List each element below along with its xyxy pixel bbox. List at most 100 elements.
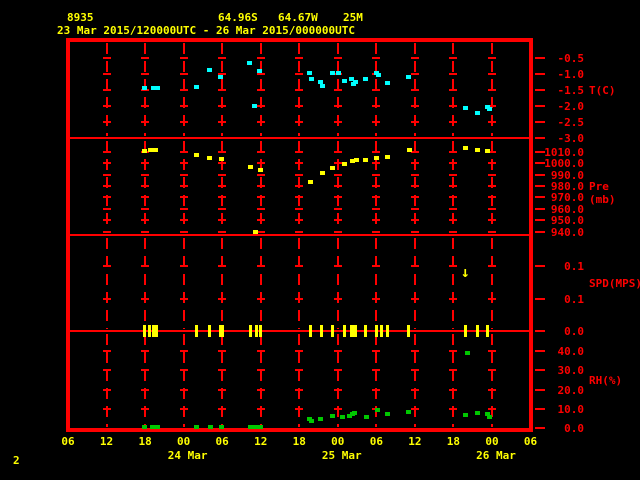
pressure-point: [363, 158, 369, 163]
pressure-point: [462, 146, 468, 151]
grid-tick: [333, 105, 342, 107]
grid-tick: [179, 407, 188, 410]
grid-tick: [218, 196, 227, 199]
temp-point: [353, 79, 359, 84]
temp-point: [336, 71, 342, 76]
grid-tick: [410, 162, 419, 165]
grid-tick: [372, 57, 381, 59]
grid-tick: [449, 369, 458, 372]
y-axis-tick-label: 0.0: [564, 422, 584, 436]
temp-point: [350, 81, 356, 86]
pressure-point: [485, 148, 491, 153]
grid-column: [490, 238, 493, 329]
speed-zero-tick: [147, 325, 151, 337]
grid-tick: [449, 196, 458, 199]
station-id: 8935: [67, 11, 94, 24]
pressure-point: [247, 164, 253, 169]
pressure-point: [258, 168, 264, 173]
grid-tick: [256, 388, 265, 391]
grid-tick: [256, 349, 265, 352]
grid-tick: [449, 121, 458, 123]
pressure-point: [341, 162, 347, 167]
axis-tick: [535, 230, 545, 233]
grid-tick: [295, 369, 304, 372]
y-axis-tick-label: 20.0: [557, 383, 585, 397]
grid-column: [452, 141, 455, 233]
grid-column: [452, 334, 455, 427]
grid-tick: [102, 207, 111, 210]
grid-tick: [487, 369, 496, 372]
grid-column: [336, 334, 339, 427]
grid-tick: [256, 369, 265, 372]
axis-tick: [535, 57, 545, 59]
grid-tick: [179, 219, 188, 222]
grid-tick: [333, 185, 342, 187]
longitude-label: 64.67W: [278, 11, 318, 24]
grid-tick: [256, 105, 265, 107]
y-axis-tick-label: 0.1: [564, 292, 584, 306]
grid-column: [221, 141, 224, 233]
humidity-point: [349, 411, 355, 416]
grid-tick: [256, 57, 265, 59]
temp-point: [306, 71, 312, 76]
grid-column: [221, 334, 224, 427]
axis-tick: [535, 219, 545, 222]
grid-tick: [102, 219, 111, 222]
humidity-point: [346, 414, 352, 419]
grid-tick: [218, 121, 227, 123]
grid-tick: [333, 219, 342, 222]
grid-tick: [218, 105, 227, 107]
x-axis-hour-label: 06: [61, 435, 75, 448]
axis-tick: [535, 173, 545, 176]
humidity-point: [364, 414, 370, 419]
grid-column: [375, 334, 378, 427]
grid-tick: [449, 349, 458, 352]
grid-tick: [449, 219, 458, 222]
grid-tick: [410, 185, 419, 187]
grid-tick: [256, 407, 265, 410]
grid-tick: [102, 388, 111, 391]
grid-column: [221, 238, 224, 329]
temp-point: [349, 77, 355, 82]
temp-point: [405, 74, 411, 79]
grid-tick: [179, 57, 188, 59]
grid-tick: [141, 219, 150, 222]
grid-tick: [256, 196, 265, 199]
speed-zero-line: [70, 330, 529, 332]
axis-tick: [535, 349, 545, 352]
grid-tick: [218, 219, 227, 222]
grid-tick: [372, 349, 381, 352]
axis-tick: [535, 73, 545, 75]
grid-tick: [102, 230, 111, 233]
grid-tick: [102, 105, 111, 107]
grid-tick: [487, 265, 496, 267]
grid-tick: [487, 57, 496, 59]
grid-tick: [410, 297, 419, 300]
grid-tick: [449, 150, 458, 153]
grid-tick: [102, 196, 111, 199]
axis-tick: [535, 89, 545, 91]
axis-tick: [535, 121, 545, 123]
y-axis-tick-label: 0.1: [564, 260, 584, 273]
grid-column: [182, 334, 185, 427]
grid-tick: [333, 388, 342, 391]
grid-tick: [218, 265, 227, 267]
down-arrow-marker: ↓: [460, 263, 470, 281]
grid-tick: [333, 265, 342, 267]
humidity-point: [150, 425, 156, 430]
speed-zero-tick: [155, 325, 158, 337]
pressure-point: [147, 147, 153, 152]
pressure-point: [330, 165, 335, 170]
grid-column: [298, 238, 301, 329]
grid-tick: [295, 185, 304, 187]
grid-tick: [372, 162, 381, 165]
grid-column: [375, 141, 378, 233]
axis-tick: [535, 207, 545, 210]
axis-tick: [535, 105, 545, 107]
grid-tick: [141, 185, 150, 187]
grid-tick: [102, 89, 111, 91]
pressure-point: [349, 159, 355, 164]
humidity-point: [318, 417, 324, 422]
speed-zero-tick: [354, 325, 358, 337]
grid-tick: [141, 207, 150, 210]
